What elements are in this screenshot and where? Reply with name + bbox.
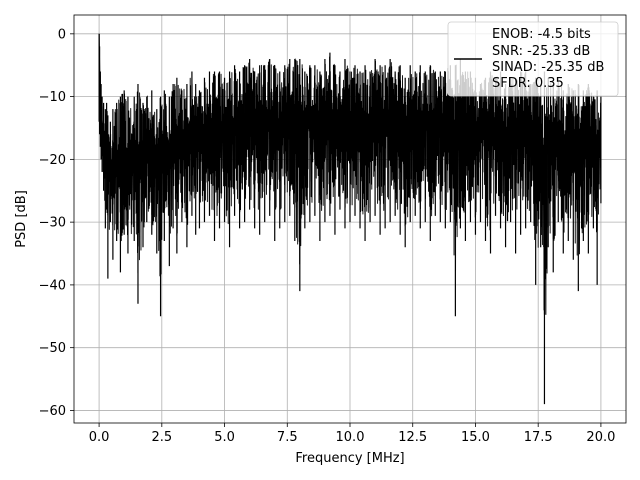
legend-sinad: SINAD: -25.35 dB: [492, 60, 604, 75]
legend-box: [447, 21, 619, 97]
y-tick-label: −40: [39, 278, 66, 293]
x-tick-label: 12.5: [398, 430, 427, 445]
y-tick-label: −60: [39, 404, 66, 419]
legend: ENOB: -4.5 bits SNR: -25.33 dB SINAD: -2…: [447, 21, 619, 97]
y-tick-label: −20: [39, 153, 66, 168]
x-tick-label: 0.0: [89, 430, 110, 445]
x-axis-label: Frequency [MHz]: [295, 451, 404, 466]
data-series: [98, 33, 602, 405]
y-tick-label: −30: [39, 216, 66, 231]
legend-enob: ENOB: -4.5 bits: [492, 27, 591, 42]
x-tick-label: 2.5: [151, 430, 172, 445]
y-tick-label: 0: [58, 27, 66, 42]
x-tick-label: 10.0: [336, 430, 365, 445]
axis-ticks: 0.0 2.5 5.0 7.5 10.0 12.5 15.0 17.5 20.0 0 −10 −20 −…: [39, 27, 616, 445]
x-tick-label: 15.0: [461, 430, 490, 445]
y-tick-label: −10: [39, 90, 66, 105]
x-tick-label: 17.5: [524, 430, 553, 445]
y-tick-label: −50: [39, 341, 66, 356]
psd-series-line: [98, 33, 602, 191]
legend-sfdr: SFDR: 0.35: [492, 76, 564, 91]
legend-snr: SNR: -25.33 dB: [492, 44, 590, 59]
x-tick-label: 5.0: [214, 430, 235, 445]
y-axis-label: PSD [dB]: [14, 190, 29, 248]
x-tick-label: 7.5: [277, 430, 298, 445]
x-tick-label: 20.0: [586, 430, 615, 445]
